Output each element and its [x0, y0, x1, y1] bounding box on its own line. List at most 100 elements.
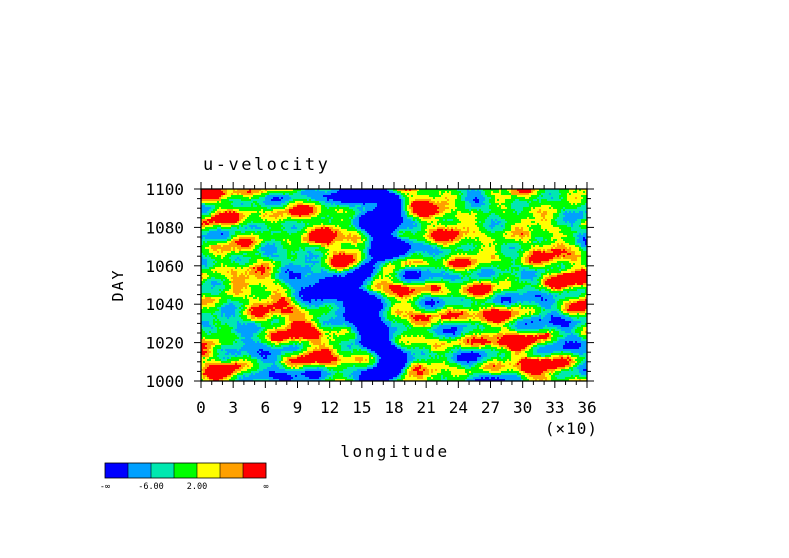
field-cell — [411, 195, 414, 198]
field-cell — [317, 225, 320, 228]
field-cell — [429, 211, 432, 214]
field-cell — [315, 197, 318, 200]
field-cell — [573, 207, 576, 210]
field-cell — [337, 223, 340, 226]
field-cell — [581, 199, 584, 202]
field-cell — [567, 205, 570, 208]
field-cell — [289, 207, 292, 210]
field-cell — [507, 201, 510, 204]
field-cell — [511, 227, 514, 230]
field-cell — [209, 207, 212, 210]
field-cell — [561, 225, 564, 228]
field-cell — [411, 227, 414, 230]
field-cell — [457, 211, 460, 214]
field-cell — [479, 209, 482, 212]
field-cell — [453, 217, 456, 220]
field-cell — [269, 217, 272, 220]
field-cell — [379, 225, 382, 228]
field-cell — [511, 225, 514, 228]
field-cell — [369, 223, 372, 226]
field-cell — [553, 201, 556, 204]
field-cell — [311, 197, 314, 200]
field-cell — [455, 199, 458, 202]
field-cell — [215, 203, 218, 206]
field-cell — [583, 213, 586, 216]
field-cell — [333, 217, 336, 220]
field-cell — [577, 205, 580, 208]
field-cell — [355, 225, 358, 228]
field-cell — [427, 197, 430, 200]
field-cell — [567, 227, 570, 230]
field-cell — [577, 225, 580, 228]
field-cell — [463, 189, 466, 192]
field-cell — [241, 195, 244, 198]
field-cell — [451, 221, 454, 224]
field-cell — [315, 193, 318, 196]
field-cell — [237, 201, 240, 204]
field-cell — [317, 205, 320, 208]
field-cell — [437, 193, 440, 196]
field-cell — [403, 235, 406, 238]
field-cell — [257, 239, 260, 242]
field-cell — [423, 229, 426, 232]
field-cell — [317, 193, 320, 196]
field-cell — [203, 227, 206, 230]
field-cell — [525, 203, 528, 206]
field-cell — [551, 223, 554, 226]
field-cell — [247, 199, 250, 202]
field-cell — [287, 201, 290, 204]
field-cell — [423, 193, 426, 196]
field-cell — [515, 195, 518, 198]
field-cell — [585, 219, 587, 222]
field-cell — [447, 223, 450, 226]
field-cell — [445, 219, 448, 222]
field-cell — [573, 209, 576, 212]
field-cell — [487, 193, 490, 196]
field-cell — [265, 205, 268, 208]
field-cell — [479, 211, 482, 214]
field-cell — [209, 213, 212, 216]
field-cell — [397, 239, 400, 242]
field-cell — [267, 209, 270, 212]
field-cell — [409, 205, 412, 208]
field-cell — [303, 189, 306, 192]
field-cell — [279, 225, 282, 228]
field-cell — [553, 199, 556, 202]
field-cell — [443, 219, 446, 222]
field-cell — [267, 227, 270, 230]
field-cell — [321, 201, 324, 204]
field-cell — [249, 231, 252, 234]
field-cell — [395, 197, 398, 200]
field-cell — [499, 191, 502, 194]
field-cell — [403, 215, 406, 218]
field-cell — [475, 205, 478, 208]
field-cell — [419, 227, 422, 230]
field-cell — [557, 225, 560, 228]
field-cell — [443, 227, 446, 230]
field-cell — [339, 235, 342, 238]
field-cell — [211, 223, 214, 226]
field-cell — [373, 209, 376, 212]
field-cell — [253, 211, 256, 214]
field-cell — [217, 209, 220, 212]
field-cell — [559, 211, 562, 214]
field-cell — [577, 207, 580, 210]
field-cell — [453, 231, 456, 234]
field-cell — [211, 217, 214, 220]
field-cell — [405, 225, 408, 228]
field-cell — [505, 225, 508, 228]
field-cell — [323, 209, 326, 212]
field-cell — [547, 211, 550, 214]
field-cell — [249, 213, 252, 216]
field-cell — [249, 217, 252, 220]
field-cell — [311, 221, 314, 224]
field-cell — [303, 195, 306, 198]
field-cell — [405, 231, 408, 234]
field-cell — [333, 235, 336, 238]
field-cell — [397, 207, 400, 210]
field-cell — [579, 197, 582, 200]
field-cell — [297, 217, 300, 220]
field-cell — [575, 229, 578, 232]
field-cell — [355, 237, 358, 240]
field-cell — [581, 229, 584, 232]
